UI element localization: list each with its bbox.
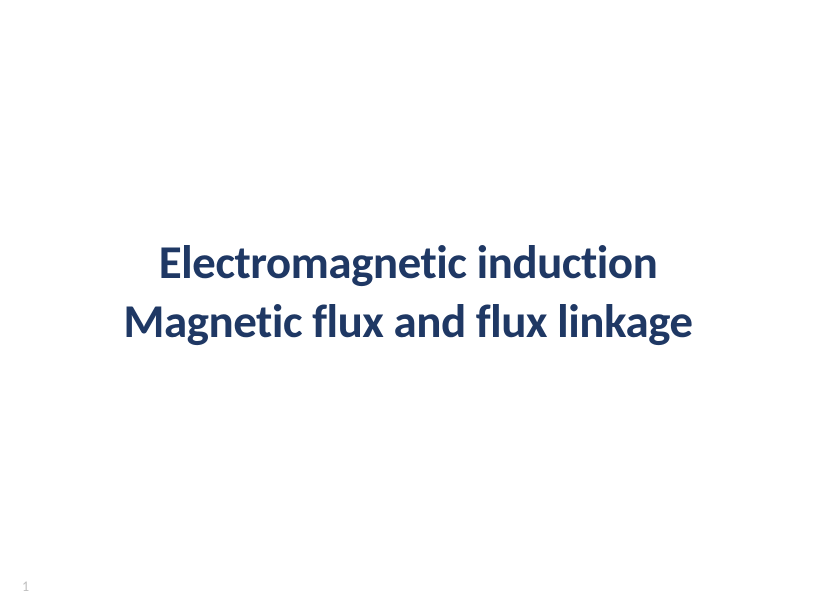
page-number: 1 bbox=[22, 578, 29, 595]
title-block: Electromagnetic induction Magnetic flux … bbox=[123, 233, 692, 351]
title-line-2: Magnetic flux and flux linkage bbox=[123, 292, 692, 351]
title-line-1: Electromagnetic induction bbox=[123, 233, 692, 292]
slide-container: Electromagnetic induction Magnetic flux … bbox=[0, 0, 816, 613]
